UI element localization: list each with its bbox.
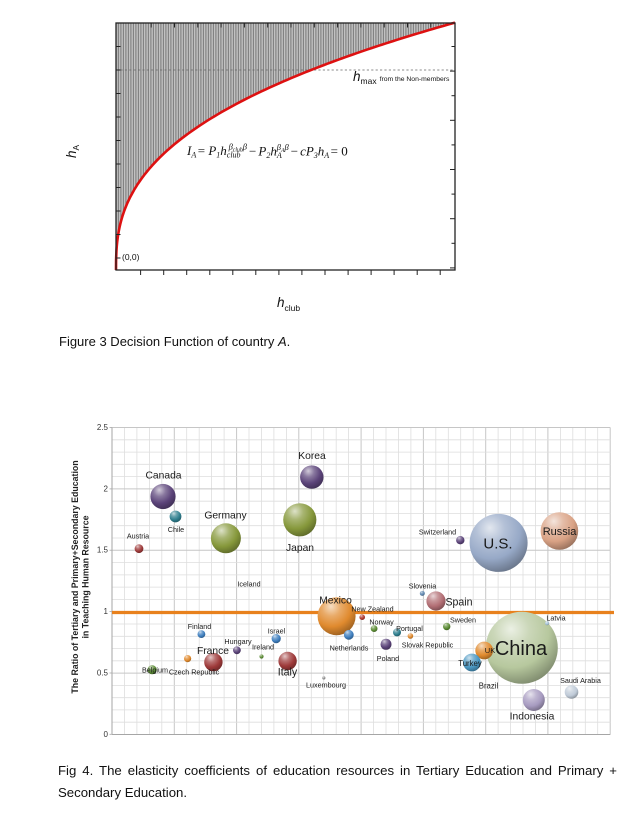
svg-text:France: France	[197, 646, 229, 657]
svg-text:China: China	[495, 638, 548, 660]
svg-text:0.5: 0.5	[97, 669, 109, 678]
svg-text:Latvia: Latvia	[546, 614, 565, 623]
svg-text:2: 2	[104, 484, 109, 493]
svg-text:IA= P1hclubβclubβ−P2hAβAβ−cP3h: IA = P1hclubβclubβ − P2hAβAβ − cP3hA = 0	[186, 142, 348, 161]
svg-text:Austria: Austria	[127, 532, 149, 541]
svg-text:Japan: Japan	[286, 543, 314, 554]
svg-text:Chile: Chile	[168, 525, 184, 534]
svg-text:U.S.: U.S.	[483, 536, 512, 553]
svg-text:in Teaching Human Resource: in Teaching Human Resource	[81, 515, 91, 638]
svg-text:hA: hA	[64, 144, 81, 158]
svg-text:Switzerland: Switzerland	[419, 528, 456, 537]
svg-text:Poland: Poland	[377, 654, 399, 663]
svg-text:Czech Republic: Czech Republic	[169, 668, 220, 677]
svg-text:1: 1	[104, 607, 109, 616]
svg-text:UK: UK	[485, 646, 495, 655]
svg-text:hclub: hclub	[277, 295, 300, 313]
svg-text:(0,0): (0,0)	[122, 252, 140, 262]
svg-text:Luxembourg: Luxembourg	[306, 681, 346, 690]
svg-text:Finland: Finland	[188, 622, 212, 631]
svg-text:1.5: 1.5	[97, 546, 109, 555]
svg-text:Netherlands: Netherlands	[330, 644, 369, 653]
svg-text:Mexico: Mexico	[319, 596, 352, 607]
svg-text:Norway: Norway	[369, 618, 394, 627]
svg-text:Turkey: Turkey	[458, 659, 482, 668]
svg-text:Sweden: Sweden	[450, 616, 476, 625]
svg-text:New Zealand: New Zealand	[351, 605, 393, 614]
svg-text:Israel: Israel	[268, 627, 286, 636]
svg-text:Slovak Republic: Slovak Republic	[402, 641, 454, 650]
svg-text:Spain: Spain	[445, 597, 472, 609]
svg-text:Belgium: Belgium	[142, 666, 168, 675]
svg-text:0: 0	[104, 730, 109, 739]
svg-text:Saudi Arabia: Saudi Arabia	[560, 676, 601, 685]
svg-text:Brazil: Brazil	[479, 682, 499, 691]
svg-text:The Ratio of Tertiary and Pri: The Ratio of Tertiary and Primary+Second…	[70, 460, 80, 693]
svg-text:Hungary: Hungary	[224, 637, 252, 646]
svg-text:Germany: Germany	[204, 511, 247, 522]
svg-text:Canada: Canada	[145, 471, 181, 482]
svg-text:Italy: Italy	[278, 667, 298, 679]
svg-text:Indonesia: Indonesia	[510, 712, 555, 723]
svg-text:Russia: Russia	[543, 526, 578, 538]
svg-text:Ireland: Ireland	[252, 643, 274, 652]
svg-text:Korea: Korea	[298, 451, 326, 462]
svg-text:2.5: 2.5	[97, 423, 109, 432]
svg-text:Slovenia: Slovenia	[409, 582, 437, 591]
svg-text:Portugal: Portugal	[396, 624, 423, 633]
svg-text:Iceland: Iceland	[237, 580, 260, 589]
